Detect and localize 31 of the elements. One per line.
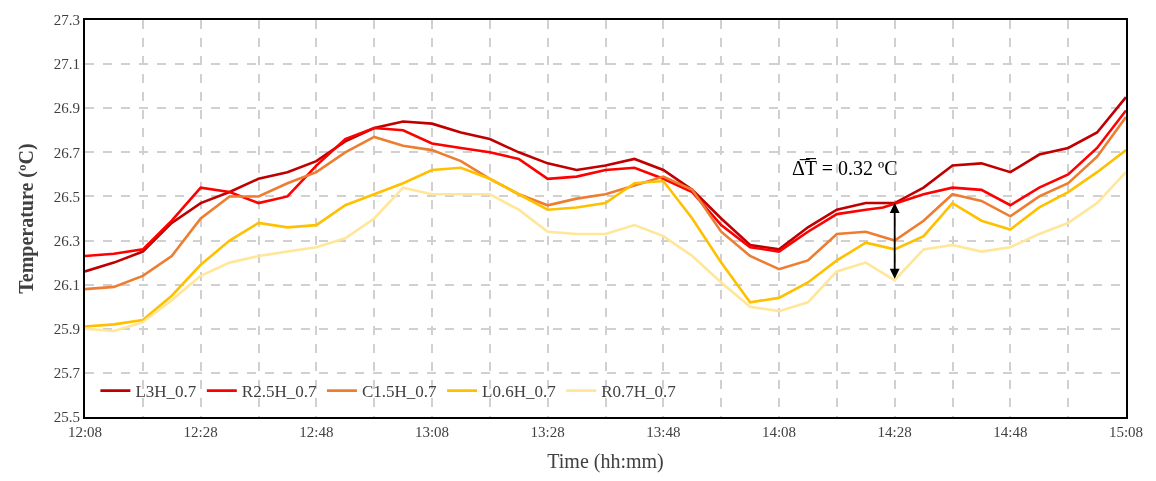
y-tick-label: 25.9: [53, 321, 80, 338]
x-tick-label: 13:08: [414, 424, 450, 440]
x-tick-label: 13:48: [646, 424, 681, 440]
x-tick-label: 12:48: [299, 424, 334, 440]
y-axis-title: Temperature (ºC): [14, 143, 38, 294]
y-tick-label: 26.3: [53, 232, 80, 249]
legend-label: R0.7H_0.7: [601, 382, 677, 402]
legend-label: L3H_0.7: [135, 382, 197, 402]
y-tick-label: 27.1: [53, 56, 80, 73]
x-tick-label: 12:08: [67, 424, 103, 440]
y-tick-label: 27.3: [53, 12, 80, 29]
x-tick-label: 14:08: [761, 424, 797, 440]
y-tick-label: 26.5: [53, 188, 80, 205]
x-tick-label: 14:28: [877, 424, 912, 440]
y-tick-label: 26.9: [53, 100, 80, 117]
legend-label: R2.5H_0.7: [241, 382, 317, 402]
x-tick-label: 15:08: [1108, 424, 1144, 440]
x-tick-label: 13:28: [530, 424, 565, 440]
line-series: [85, 115, 1126, 291]
x-tick-label: 12:28: [183, 424, 218, 440]
y-tick-label: 26.1: [53, 276, 80, 293]
line-series: [85, 95, 1126, 273]
line-series: [85, 109, 1126, 258]
y-tick-label: 25.7: [53, 365, 81, 382]
x-tick-label: 14:48: [993, 424, 1028, 440]
annotation: Δ̅T̅ = 0.32 ºC: [792, 157, 898, 179]
y-tick-label: 26.7: [53, 144, 81, 161]
legend-label: C1.5H_0.7: [361, 382, 438, 402]
x-axis-title: Time (hh:mm): [547, 450, 664, 473]
legend-label: L0.6H_0.7: [482, 382, 557, 402]
y-tick-label: 25.5: [53, 409, 80, 426]
